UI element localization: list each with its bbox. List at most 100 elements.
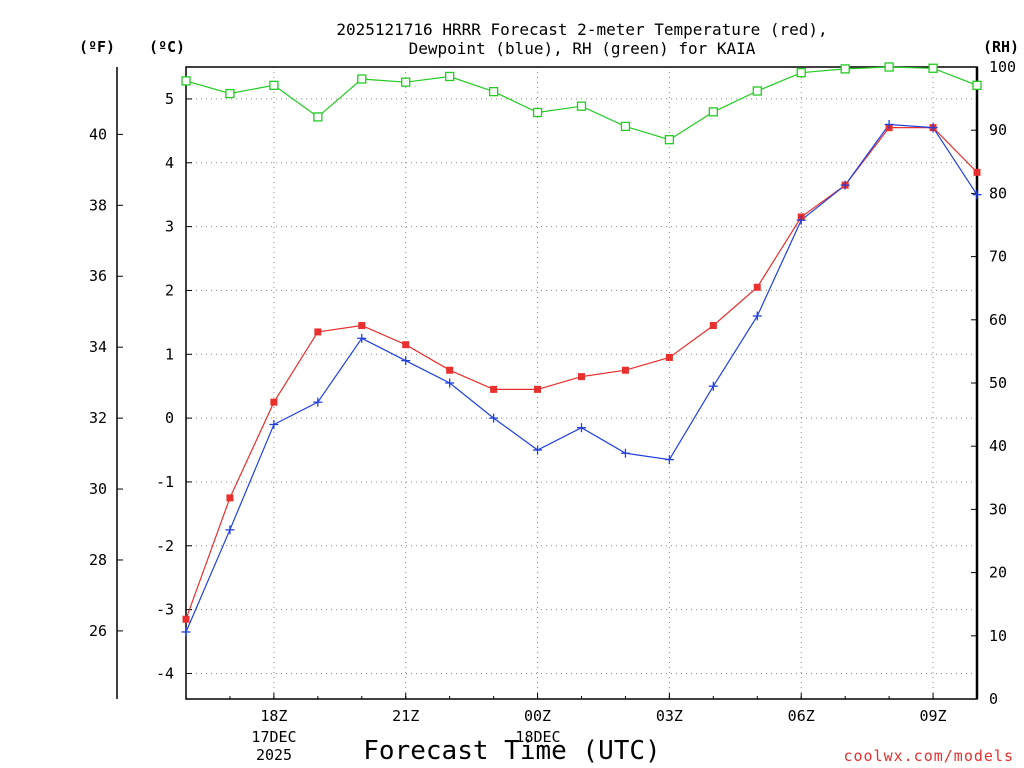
rh-tick-label: 30 [989, 500, 1007, 518]
rh-point [532, 107, 543, 118]
rh-tick-label: 70 [989, 248, 1007, 266]
rh-tick-label: 0 [989, 690, 998, 708]
rh-point [488, 86, 499, 97]
rh-point [181, 76, 191, 86]
temperature-point [446, 366, 454, 374]
rh-tick-label: 40 [989, 437, 1007, 455]
dewpoint-point [972, 190, 982, 200]
rh-tick-label: 50 [989, 374, 1007, 392]
rh-tick-label: 10 [989, 627, 1007, 645]
temperature-point [490, 385, 498, 393]
temperature-point [621, 366, 629, 374]
rh-point [313, 112, 323, 122]
rh-point [708, 107, 718, 117]
dewpoint-point [796, 215, 806, 225]
rh-point [357, 74, 367, 84]
dewpoint-point [928, 123, 938, 133]
rh-tick-label: 20 [989, 564, 1007, 582]
credit-link[interactable]: coolwx.com/models [843, 747, 1014, 765]
dewpoint-point [533, 445, 543, 455]
x-tick-label: 06Z [788, 707, 815, 725]
rh-point [796, 68, 806, 78]
fahrenheit-tick-label: 36 [89, 267, 107, 285]
fahrenheit-tick-label: 40 [89, 125, 107, 143]
rh-point [972, 80, 982, 90]
temperature-point [358, 322, 366, 330]
date-label-18dec: 18DEC [515, 728, 560, 746]
celsius-tick-label: 0 [165, 409, 174, 427]
rh-unit-label: (RH) [983, 38, 1019, 56]
rh-tick-label: 60 [989, 311, 1007, 329]
fahrenheit-tick-label: 38 [89, 196, 107, 214]
dewpoint-point [840, 180, 850, 190]
temperature-point [182, 615, 190, 623]
rh-point [576, 101, 587, 111]
date-label-year: 2025 [256, 746, 292, 764]
celsius-tick-label: -1 [156, 473, 174, 491]
rh-point [445, 71, 455, 82]
x-tick-label: 03Z [656, 707, 683, 725]
rh-point [401, 77, 411, 87]
dewpoint-point [620, 448, 630, 458]
temperature-point [973, 168, 981, 176]
fahrenheit-tick-label: 34 [89, 338, 107, 356]
x-tick-label: 09Z [920, 707, 947, 725]
temperature-point [709, 322, 717, 330]
rh-tick-label: 80 [989, 184, 1007, 202]
x-axis-title: Forecast Time (UTC) [363, 736, 660, 766]
celsius-tick-label: 2 [165, 281, 174, 299]
temperature-point [314, 328, 322, 336]
chart-title-line1: 2025121716 HRRR Forecast 2-meter Tempera… [336, 20, 827, 39]
rh-point [664, 135, 675, 145]
dewpoint-point [664, 455, 674, 465]
celsius-unit-label: (ºC) [149, 38, 185, 56]
dewpoint-point [357, 333, 367, 343]
rh-tick-label: 90 [989, 121, 1007, 139]
dewpoint-point [181, 627, 191, 637]
dewpoint-point [884, 119, 894, 129]
rh-point [225, 88, 235, 99]
celsius-tick-label: 3 [165, 218, 174, 236]
x-tick-label: 00Z [524, 707, 551, 725]
rh-point [884, 62, 894, 72]
chart-title-line2: Dewpoint (blue), RH (green) for KAIA [409, 39, 756, 58]
rh-point [928, 63, 938, 73]
temperature-point [534, 385, 542, 393]
fahrenheit-unit-label: (ºF) [79, 38, 115, 56]
celsius-tick-label: -2 [156, 537, 174, 555]
tick-labels: -4-3-2-101234526283032343638400102030405… [89, 58, 1016, 725]
fahrenheit-tick-label: 32 [89, 409, 107, 427]
temperature-point [226, 494, 234, 502]
dewpoint-point [269, 419, 279, 429]
dewpoint-point [708, 381, 718, 391]
dewpoint-point [752, 311, 762, 321]
fahrenheit-tick-label: 26 [89, 622, 107, 640]
plot-frame [185, 66, 978, 700]
celsius-tick-label: -3 [156, 601, 174, 619]
series-markers [181, 62, 982, 637]
celsius-tick-label: 1 [165, 345, 174, 363]
celsius-tick-label: -4 [156, 664, 174, 682]
temperature-point [578, 373, 585, 381]
celsius-tick-label: 5 [165, 90, 174, 108]
temperature-point [402, 341, 410, 349]
rh-point [840, 64, 850, 74]
rh-tick-label: 100 [989, 58, 1016, 76]
dewpoint-point [225, 525, 235, 535]
dewpoint-point [489, 413, 499, 423]
fahrenheit-tick-label: 30 [89, 480, 107, 498]
x-tick-label: 18Z [260, 707, 287, 725]
celsius-tick-label: 4 [165, 154, 174, 172]
rh-point [752, 86, 762, 96]
dewpoint-point [445, 378, 455, 388]
series-lines [185, 66, 978, 633]
dewpoint-point [401, 356, 411, 366]
temperature-point [665, 353, 673, 361]
x-tick-label: 21Z [392, 707, 419, 725]
rh-point [620, 121, 631, 132]
date-label-17dec: 17DEC [251, 728, 296, 746]
dewpoint-point [577, 423, 586, 433]
rh-point [269, 80, 279, 90]
axes [116, 66, 979, 700]
